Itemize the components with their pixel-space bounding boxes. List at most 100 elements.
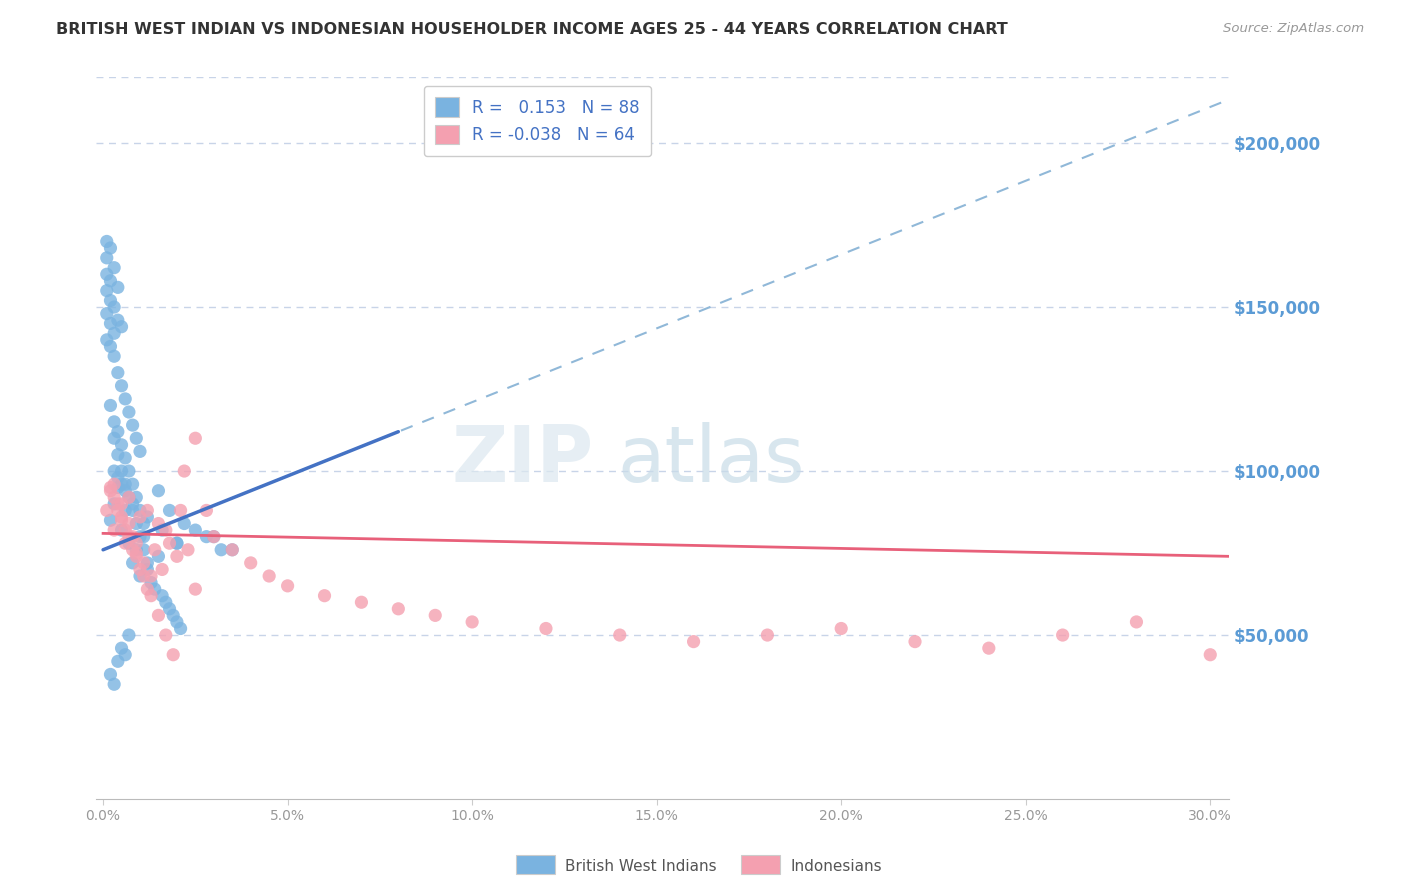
Text: Source: ZipAtlas.com: Source: ZipAtlas.com: [1223, 22, 1364, 36]
Point: [125, 549, 148, 564]
Point: [114, 648, 136, 662]
Point: [121, 530, 143, 544]
Point: [148, 483, 170, 498]
Point: [173, 516, 195, 531]
Point: [121, 542, 143, 557]
Point: [125, 516, 148, 531]
Point: [100, 667, 122, 681]
Point: [132, 542, 155, 557]
Point: [184, 523, 207, 537]
Point: [904, 634, 927, 648]
Point: [148, 549, 170, 564]
Point: [114, 503, 136, 517]
Point: [103, 677, 125, 691]
Point: [114, 523, 136, 537]
Point: [155, 628, 177, 642]
Point: [150, 589, 173, 603]
Point: [110, 641, 132, 656]
Point: [129, 503, 152, 517]
Point: [534, 622, 557, 636]
Point: [125, 536, 148, 550]
Point: [107, 497, 129, 511]
Point: [100, 399, 122, 413]
Point: [103, 300, 125, 314]
Point: [148, 516, 170, 531]
Point: [121, 477, 143, 491]
Point: [132, 569, 155, 583]
Point: [118, 530, 141, 544]
Point: [129, 444, 152, 458]
Point: [139, 575, 162, 590]
Point: [195, 530, 218, 544]
Point: [107, 654, 129, 668]
Point: [103, 464, 125, 478]
Point: [96, 333, 118, 347]
Point: [118, 491, 141, 505]
Point: [1125, 615, 1147, 629]
Point: [184, 431, 207, 445]
Point: [136, 556, 159, 570]
Point: [129, 530, 152, 544]
Point: [118, 491, 141, 505]
Point: [114, 450, 136, 465]
Point: [118, 536, 141, 550]
Text: Indonesians: Indonesians: [790, 859, 882, 873]
Point: [132, 530, 155, 544]
Point: [139, 569, 162, 583]
Point: [1199, 648, 1222, 662]
Point: [110, 513, 132, 527]
Point: [136, 582, 159, 596]
Point: [150, 562, 173, 576]
Point: [159, 503, 181, 517]
Point: [107, 280, 129, 294]
Point: [129, 569, 152, 583]
Point: [107, 425, 129, 439]
Point: [159, 602, 181, 616]
Point: [136, 562, 159, 576]
Point: [118, 628, 141, 642]
Point: [107, 480, 129, 494]
Point: [977, 641, 1000, 656]
Point: [103, 349, 125, 363]
Point: [682, 634, 704, 648]
Point: [121, 418, 143, 433]
Point: [125, 546, 148, 560]
Point: [96, 284, 118, 298]
Point: [239, 556, 262, 570]
Point: [166, 536, 188, 550]
Point: [756, 628, 779, 642]
Point: [125, 491, 148, 505]
Point: [103, 491, 125, 505]
Point: [129, 562, 152, 576]
Point: [103, 260, 125, 275]
Text: BRITISH WEST INDIAN VS INDONESIAN HOUSEHOLDER INCOME AGES 25 - 44 YEARS CORRELAT: BRITISH WEST INDIAN VS INDONESIAN HOUSEH…: [56, 22, 1008, 37]
Point: [96, 503, 118, 517]
Point: [100, 241, 122, 255]
Point: [159, 536, 181, 550]
Point: [100, 480, 122, 494]
Point: [166, 536, 188, 550]
Point: [277, 579, 299, 593]
Point: [103, 477, 125, 491]
Text: atlas: atlas: [617, 422, 804, 498]
Point: [166, 549, 188, 564]
Point: [162, 648, 184, 662]
Point: [162, 608, 184, 623]
Point: [202, 530, 225, 544]
Point: [96, 235, 118, 249]
Point: [221, 542, 243, 557]
Point: [257, 569, 280, 583]
Point: [121, 503, 143, 517]
Point: [103, 415, 125, 429]
Point: [461, 615, 484, 629]
Point: [143, 542, 166, 557]
Point: [314, 589, 336, 603]
Text: ZIP: ZIP: [451, 422, 595, 498]
Point: [110, 497, 132, 511]
Point: [107, 313, 129, 327]
Point: [103, 431, 125, 445]
Point: [114, 536, 136, 550]
Point: [166, 615, 188, 629]
Point: [155, 523, 177, 537]
Point: [110, 319, 132, 334]
